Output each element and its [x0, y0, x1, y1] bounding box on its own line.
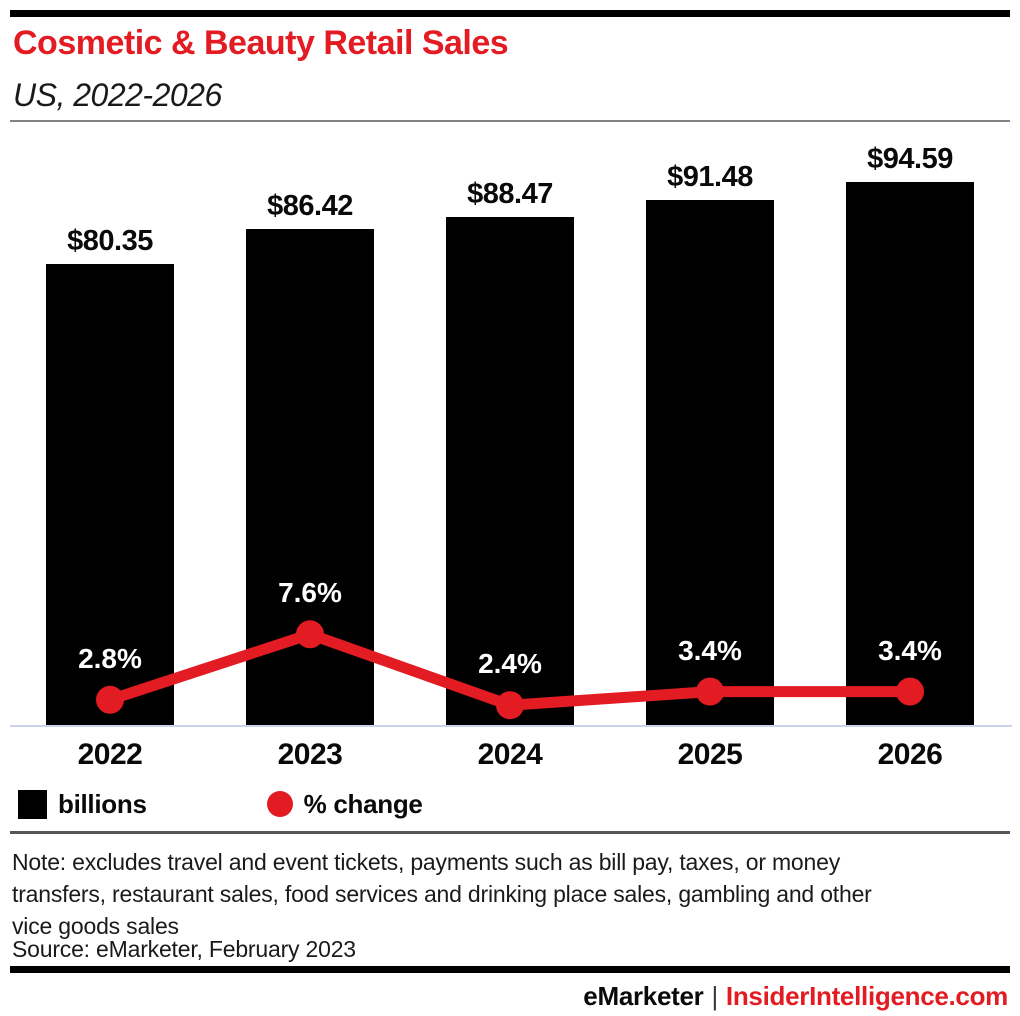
pct-change-swatch-icon [266, 791, 293, 817]
billions-swatch-icon [18, 789, 47, 819]
pct-change-label: 2.8% [78, 642, 142, 674]
note-line: Note: excludes travel and event tickets,… [12, 849, 840, 875]
legend-label-pct-change: % change [303, 788, 423, 819]
chart-subtitle: US, 2022-2026 [13, 77, 222, 113]
x-axis-label-2024: 2024 [477, 738, 543, 771]
bar-value-label: $86.42 [267, 190, 353, 222]
footer-brand: eMarketer [583, 981, 704, 1011]
pct-change-label: 2.4% [478, 648, 542, 680]
footer-site-link[interactable]: InsiderIntelligence.com [725, 981, 1008, 1011]
chart-title: Cosmetic & Beauty Retail Sales [13, 24, 509, 62]
top-accent-bar [10, 10, 1010, 17]
note-text: Note: excludes travel and event tickets,… [12, 846, 1012, 942]
pct-change-label: 3.4% [878, 634, 942, 666]
source-text: Source: eMarketer, February 2023 [12, 936, 356, 962]
bottom-accent-bar [10, 966, 1010, 973]
x-axis-label-2023: 2023 [277, 738, 343, 771]
footer: eMarketer | InsiderIntelligence.com [8, 981, 1008, 1012]
footer-separator: | [711, 981, 718, 1011]
legend-label-billions: billions [58, 788, 147, 819]
header-divider [10, 120, 1010, 122]
x-axis-line [10, 725, 1012, 727]
bar-value-label: $94.59 [867, 143, 953, 175]
pct-change-label: 3.4% [678, 634, 742, 666]
bar-value-label: $80.35 [67, 225, 153, 257]
pct-change-label: 7.6% [278, 577, 342, 609]
note-divider [10, 831, 1010, 834]
x-axis-label-2026: 2026 [877, 738, 943, 771]
x-axis-label-2025: 2025 [677, 738, 743, 771]
legend: billions % change [18, 788, 423, 820]
bar-value-label: $91.48 [667, 161, 753, 193]
note-line: vice goods sales [12, 913, 179, 939]
x-axis-label-2022: 2022 [77, 738, 143, 771]
bar-2023 [246, 229, 374, 726]
note-line: transfers, restaurant sales, food servic… [12, 881, 872, 907]
bar-value-label: $88.47 [467, 178, 553, 210]
